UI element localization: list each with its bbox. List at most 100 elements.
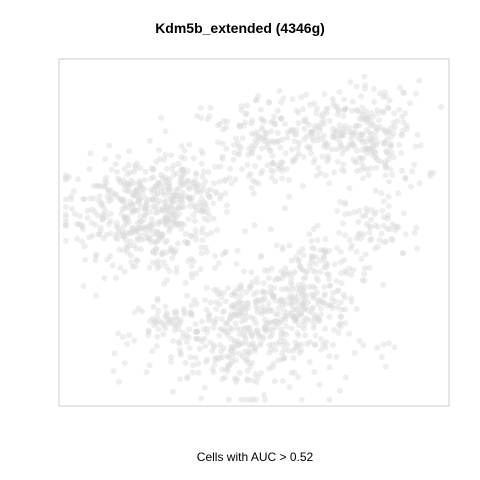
cell-point [321, 91, 328, 98]
cell-point [297, 311, 304, 318]
cell-point [335, 106, 342, 113]
cell-point [320, 254, 327, 261]
cell-point [311, 100, 318, 107]
cell-point [358, 93, 365, 100]
cell-point [382, 159, 389, 166]
cell-point [262, 396, 268, 403]
cell-point [62, 204, 69, 210]
cell-point [121, 215, 128, 222]
cell-point [268, 138, 275, 145]
cell-point [137, 232, 144, 239]
cell-point [206, 314, 213, 321]
cell-point [309, 304, 316, 311]
cell-point [269, 319, 276, 326]
cell-point [177, 316, 184, 323]
cell-point [298, 303, 305, 310]
cell-point [196, 200, 203, 207]
cell-point [198, 202, 205, 209]
cell-point [202, 201, 209, 208]
cell-point [96, 231, 103, 238]
cell-point [171, 218, 178, 225]
cell-point [89, 206, 96, 213]
cell-point [367, 118, 374, 125]
cell-point [291, 138, 298, 145]
cell-point [152, 194, 159, 201]
cell-point [281, 313, 288, 320]
cell-point [86, 234, 93, 241]
cell-point [326, 364, 333, 371]
cell-point [373, 142, 380, 149]
cell-point [150, 231, 157, 238]
cell-point [193, 335, 200, 342]
cell-point [124, 180, 131, 187]
cell-point [291, 131, 298, 138]
cell-point [231, 344, 237, 351]
cell-point [246, 342, 253, 349]
cell-point [316, 381, 323, 388]
cell-point [320, 132, 327, 139]
cell-point [142, 195, 149, 202]
cell-point [364, 146, 371, 153]
cell-point [177, 193, 184, 200]
cell-point [166, 225, 173, 232]
cell-point [112, 274, 119, 281]
cell-point [115, 229, 122, 236]
cell-point [193, 335, 200, 342]
cell-point [402, 175, 409, 182]
cell-point [185, 184, 192, 191]
cell-point [399, 113, 406, 120]
cell-point [197, 104, 204, 111]
cell-point [299, 301, 306, 308]
cell-point [334, 158, 341, 165]
cell-point [134, 237, 141, 243]
cell-point [236, 369, 243, 376]
cell-point [152, 239, 159, 246]
cell-point [167, 202, 174, 209]
cell-point [252, 97, 259, 104]
cell-point [312, 342, 319, 348]
cell-point [304, 133, 310, 140]
cell-point [372, 123, 379, 130]
cell-point [183, 339, 190, 345]
cell-point [260, 289, 267, 296]
cell-point [262, 324, 268, 331]
cell-point [355, 219, 362, 225]
cell-point [280, 355, 287, 362]
cell-point [152, 184, 159, 191]
cell-point [234, 140, 241, 147]
cell-point [261, 326, 268, 333]
cell-point [129, 209, 136, 216]
cell-point [232, 349, 238, 356]
cell-point [392, 227, 399, 234]
cell-point [292, 339, 299, 346]
cell-point [373, 164, 380, 171]
cell-point [87, 150, 94, 157]
cell-point [278, 268, 285, 275]
cell-point [190, 258, 197, 264]
cell-point [364, 116, 371, 123]
cell-point [241, 304, 248, 311]
cell-point [293, 306, 300, 313]
cell-point [395, 190, 402, 197]
cell-point [315, 297, 322, 304]
cell-point [322, 236, 329, 243]
cell-point [337, 313, 344, 320]
cell-point [103, 213, 109, 220]
cell-point [338, 130, 345, 137]
cell-point [206, 112, 213, 119]
cell-point [222, 190, 229, 197]
cell-point [257, 254, 264, 261]
cell-point [321, 284, 328, 290]
cell-point [326, 180, 333, 187]
cell-point [170, 388, 176, 395]
cell-point [255, 93, 262, 100]
cell-point [319, 153, 326, 160]
cell-point [329, 305, 336, 312]
cell-point [300, 291, 307, 298]
cell-point [342, 199, 349, 206]
cell-point [99, 216, 106, 223]
cell-point [182, 359, 189, 366]
cell-point [160, 331, 167, 338]
cell-point [322, 325, 329, 332]
cell-point [306, 359, 313, 365]
